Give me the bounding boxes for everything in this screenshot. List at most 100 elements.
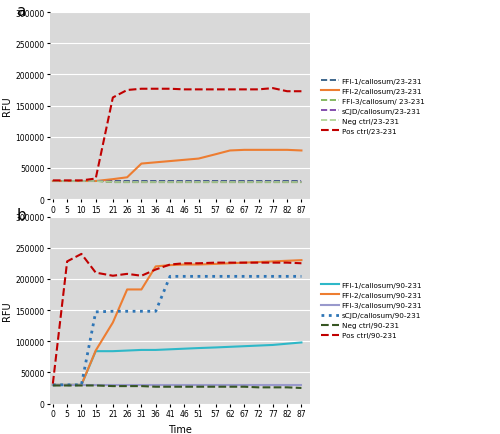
sCJD/callosum/90-231	[110, 309, 116, 314]
Pos ctrl/23-231	[78, 178, 84, 184]
sCJD/callosum/90-231	[92, 309, 98, 315]
Pos ctrl/23-231	[284, 89, 290, 95]
Neg ctrl/90-231	[50, 383, 56, 388]
sCJD/callosum/23-231	[242, 180, 248, 185]
Neg ctrl/90-231	[256, 385, 262, 390]
Neg ctrl/23-231	[50, 179, 56, 184]
Neg ctrl/90-231	[124, 384, 130, 389]
FFI-3/callosum/ 23-231	[182, 180, 188, 185]
FFI-1/callosum/23-231	[227, 179, 233, 184]
sCJD/callosum/23-231	[256, 180, 262, 185]
FFI-2/callosum/90-231	[242, 260, 248, 266]
FFI-1/callosum/90-231	[138, 348, 144, 353]
sCJD/callosum/90-231	[227, 274, 233, 279]
Pos ctrl/90-231	[284, 260, 290, 266]
FFI-3/callosum/90-231	[227, 383, 233, 388]
FFI-2/callosum/90-231	[78, 382, 84, 388]
Pos ctrl/23-231	[298, 89, 304, 95]
Pos ctrl/90-231	[270, 260, 276, 266]
Neg ctrl/90-231	[284, 385, 290, 390]
sCJD/callosum/23-231	[227, 180, 233, 185]
Pos ctrl/23-231	[212, 88, 218, 93]
FFI-3/callosum/ 23-231	[256, 180, 262, 185]
FFI-1/callosum/90-231	[167, 347, 173, 352]
FFI-1/callosum/90-231	[270, 342, 276, 348]
FFI-1/callosum/23-231	[64, 179, 70, 184]
FFI-1/callosum/90-231	[110, 349, 116, 354]
Y-axis label: RFU: RFU	[2, 96, 12, 116]
FFI-1/callosum/90-231	[124, 348, 130, 353]
Text: b: b	[16, 207, 26, 223]
sCJD/callosum/90-231	[284, 274, 290, 279]
sCJD/callosum/23-231	[167, 180, 173, 185]
FFI-1/callosum/90-231	[196, 345, 202, 351]
sCJD/callosum/23-231	[270, 180, 276, 185]
FFI-2/callosum/23-231	[124, 175, 130, 181]
Line: sCJD/callosum/90-231: sCJD/callosum/90-231	[53, 277, 302, 385]
FFI-3/callosum/ 23-231	[64, 179, 70, 184]
Neg ctrl/90-231	[242, 384, 248, 389]
FFI-2/callosum/90-231	[256, 260, 262, 265]
Pos ctrl/90-231	[227, 260, 233, 266]
Line: FFI-2/callosum/23-231: FFI-2/callosum/23-231	[53, 151, 302, 181]
FFI-3/callosum/ 23-231	[92, 179, 98, 184]
Neg ctrl/23-231	[227, 180, 233, 185]
FFI-3/callosum/90-231	[270, 383, 276, 388]
Pos ctrl/23-231	[50, 178, 56, 184]
Neg ctrl/23-231	[124, 180, 130, 185]
FFI-2/callosum/23-231	[212, 152, 218, 158]
Pos ctrl/23-231	[196, 88, 202, 93]
Neg ctrl/23-231	[167, 180, 173, 185]
Line: Neg ctrl/23-231: Neg ctrl/23-231	[53, 181, 302, 183]
Legend: FFI-1/callosum/23-231, FFI-2/callosum/23-231, FFI-3/callosum/ 23-231, sCJD/callo: FFI-1/callosum/23-231, FFI-2/callosum/23…	[318, 76, 428, 137]
Pos ctrl/90-231	[110, 273, 116, 279]
Neg ctrl/23-231	[196, 180, 202, 185]
Pos ctrl/23-231	[138, 87, 144, 92]
FFI-2/callosum/23-231	[167, 159, 173, 164]
Pos ctrl/23-231	[227, 88, 233, 93]
FFI-3/callosum/ 23-231	[110, 180, 116, 185]
Pos ctrl/23-231	[242, 88, 248, 93]
FFI-3/callosum/90-231	[92, 383, 98, 388]
Neg ctrl/23-231	[284, 180, 290, 185]
sCJD/callosum/90-231	[50, 382, 56, 388]
FFI-2/callosum/23-231	[50, 179, 56, 184]
FFI-3/callosum/90-231	[242, 383, 248, 388]
Pos ctrl/90-231	[212, 260, 218, 266]
sCJD/callosum/23-231	[50, 179, 56, 184]
FFI-2/callosum/23-231	[256, 148, 262, 153]
Neg ctrl/90-231	[138, 384, 144, 389]
Pos ctrl/90-231	[78, 252, 84, 257]
FFI-1/callosum/23-231	[270, 179, 276, 184]
sCJD/callosum/90-231	[182, 274, 188, 279]
FFI-1/callosum/23-231	[167, 179, 173, 184]
Neg ctrl/90-231	[110, 384, 116, 389]
FFI-1/callosum/23-231	[152, 179, 158, 184]
Neg ctrl/23-231	[110, 180, 116, 185]
Pos ctrl/23-231	[270, 86, 276, 92]
FFI-2/callosum/23-231	[227, 148, 233, 154]
FFI-1/callosum/23-231	[110, 179, 116, 184]
Neg ctrl/23-231	[242, 180, 248, 185]
Neg ctrl/90-231	[182, 384, 188, 389]
FFI-1/callosum/23-231	[92, 179, 98, 184]
FFI-1/callosum/23-231	[298, 179, 304, 184]
Pos ctrl/90-231	[196, 261, 202, 266]
Pos ctrl/90-231	[182, 261, 188, 266]
Pos ctrl/90-231	[242, 260, 248, 266]
sCJD/callosum/90-231	[78, 382, 84, 388]
FFI-1/callosum/90-231	[256, 343, 262, 349]
FFI-3/callosum/ 23-231	[196, 180, 202, 185]
FFI-2/callosum/90-231	[50, 382, 56, 388]
FFI-2/callosum/23-231	[242, 148, 248, 153]
FFI-2/callosum/90-231	[298, 258, 304, 263]
FFI-2/callosum/90-231	[64, 382, 70, 388]
FFI-3/callosum/ 23-231	[78, 179, 84, 184]
sCJD/callosum/90-231	[270, 274, 276, 279]
FFI-1/callosum/90-231	[284, 341, 290, 346]
FFI-2/callosum/90-231	[167, 263, 173, 268]
FFI-2/callosum/23-231	[110, 177, 116, 182]
Neg ctrl/90-231	[212, 384, 218, 389]
FFI-3/callosum/ 23-231	[152, 180, 158, 185]
Neg ctrl/23-231	[78, 179, 84, 184]
